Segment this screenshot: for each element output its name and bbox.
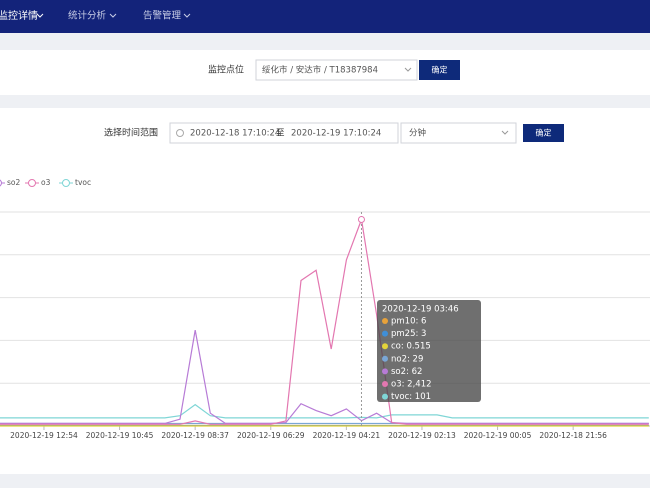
tooltip-dot (382, 393, 388, 400)
unit-value: 分钟 (409, 128, 426, 139)
series-line (0, 329, 649, 424)
tooltip-dot (382, 343, 388, 350)
nav-item[interactable]: 告警管理 (143, 10, 182, 22)
site-button[interactable] (419, 60, 460, 80)
hover-point (357, 216, 365, 224)
legend-marker (62, 179, 70, 187)
nav-item[interactable]: 监控详情 (0, 9, 38, 22)
tooltip-line: pm10: 6 (391, 317, 426, 327)
legend-marker (0, 179, 2, 187)
site-label: 监控点位 (208, 64, 244, 76)
tooltip-dot (382, 368, 388, 375)
tooltip-dot (382, 355, 388, 362)
legend-label: tvoc (75, 178, 91, 187)
tooltip-dot (382, 318, 388, 324)
site-button-label: 确定 (432, 65, 448, 75)
clock-icon (176, 129, 184, 137)
nav-bar (0, 0, 650, 33)
date-range[interactable] (169, 122, 399, 144)
x-tick-label: 2020-12-19 02:13 (388, 431, 456, 440)
select-chevron (501, 130, 509, 135)
tooltip-line: pm25: 3 (391, 329, 426, 339)
start-date: 2020-12-18 17:10:24 (190, 129, 280, 139)
tooltip-line: co: 0.515 (391, 342, 431, 352)
x-tick-label: 2020-12-19 08:37 (161, 431, 229, 440)
tooltip (377, 300, 481, 402)
tooltip-title: 2020-12-19 03:46 (382, 305, 459, 315)
series-line (0, 217, 649, 425)
legend-label: o3 (41, 178, 51, 187)
nav-chevron (36, 13, 44, 18)
end-date: 2020-12-19 17:10:24 (291, 129, 381, 139)
x-tick-label: 2020-12-19 10:45 (86, 431, 154, 440)
tooltip-line: so2: 62 (391, 367, 422, 377)
chart: 2020-12-19 12:54 2020-12-19 10:45 2020-12-… (0, 178, 650, 440)
chart-panel (0, 108, 650, 474)
nav-chevron (183, 13, 191, 18)
series-line (0, 403, 649, 419)
time-button[interactable] (523, 124, 564, 142)
x-tick-label: 2020-12-19 00:05 (464, 431, 532, 440)
nav-item[interactable]: 统计分析 (68, 10, 107, 22)
tooltip-dot (382, 381, 388, 387)
x-tick-label: 2020-12-19 12:54 (10, 431, 78, 440)
tooltip-line: tvoc: 101 (391, 392, 431, 402)
time-label: 选择时间范围 (104, 127, 158, 139)
x-tick-label: 2020-12-19 06:29 (237, 431, 305, 440)
x-tick-label: 2020-12-18 21:56 (539, 431, 607, 440)
separator: 至 (276, 129, 285, 139)
legend-marker (28, 179, 36, 187)
nav-chevron (109, 13, 117, 18)
x-tick-label: 2020-12-19 04:21 (313, 431, 381, 440)
legend-label: so2 (7, 178, 20, 187)
time-button-label: 确定 (536, 128, 552, 138)
tooltip-dot (382, 330, 388, 337)
tooltip-line: no2: 29 (391, 354, 423, 364)
site-select[interactable] (255, 59, 418, 81)
tooltip-line: o3: 2,412 (391, 380, 432, 390)
select-chevron (404, 67, 412, 72)
unit-select[interactable] (400, 122, 517, 144)
site-value: 绥化市 / 安达市 / T18387984 (262, 65, 378, 76)
